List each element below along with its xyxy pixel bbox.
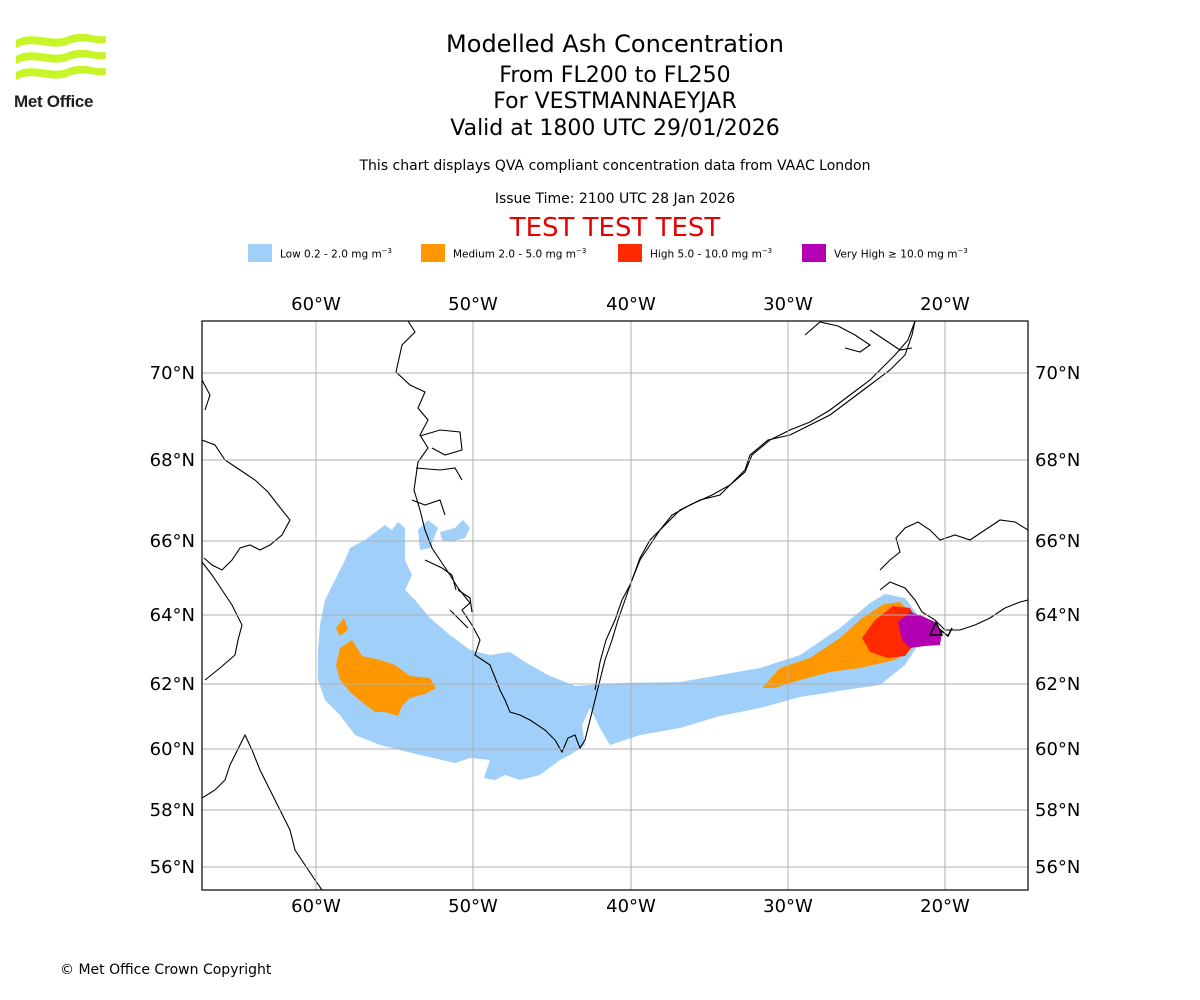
- chart-description: This chart displays QVA compliant concen…: [359, 158, 871, 174]
- lat-label-right: 66°N: [1035, 531, 1080, 552]
- issue-time: Issue Time: 2100 UTC 28 Jan 2026: [494, 191, 736, 207]
- legend-swatch: [248, 244, 272, 262]
- lat-label-right: 56°N: [1035, 857, 1080, 878]
- ash-area-low-patch: [440, 520, 470, 542]
- test-banner: TEST TEST TEST: [509, 213, 721, 243]
- legend-label: Medium 2.0 - 5.0 mg m−3: [453, 247, 587, 261]
- lat-label-left: 68°N: [150, 450, 195, 471]
- labrador-coastline: [202, 561, 323, 890]
- lat-label-left: 66°N: [150, 531, 195, 552]
- lat-label-left: 70°N: [150, 363, 195, 384]
- gridlines: [202, 321, 1028, 890]
- lon-label-bottom: 30°W: [763, 896, 813, 917]
- legend-label: Low 0.2 - 2.0 mg m−3: [280, 247, 393, 261]
- lon-label-bottom: 50°W: [448, 896, 498, 917]
- copyright-notice: © Met Office Crown Copyright: [60, 962, 272, 978]
- ash-area-medium-patch: [336, 618, 348, 636]
- logo-text: Met Office: [14, 92, 94, 111]
- legend-label: High 5.0 - 10.0 mg m−3: [650, 247, 773, 261]
- greenland-west-fjords: [411, 429, 473, 629]
- valid-time: Valid at 1800 UTC 29/01/2026: [450, 116, 780, 141]
- greenland-northeast: [804, 321, 913, 353]
- flight-level-range: From FL200 to FL250: [499, 63, 731, 88]
- legend-swatch: [618, 244, 642, 262]
- lon-label-top: 50°W: [448, 294, 498, 315]
- vestmannaeyjar-marker: [928, 620, 953, 638]
- lat-label-right: 60°N: [1035, 739, 1080, 760]
- lat-label-right: 68°N: [1035, 450, 1080, 471]
- lon-label-top: 40°W: [606, 294, 656, 315]
- legend-swatch: [421, 244, 445, 262]
- ash-area-low: [318, 522, 925, 780]
- chart-title: Modelled Ash Concentration: [446, 30, 784, 58]
- legend-swatch: [802, 244, 826, 262]
- lat-label-right: 58°N: [1035, 800, 1080, 821]
- lat-label-left: 58°N: [150, 800, 195, 821]
- baffin-island-coastline: [202, 379, 291, 571]
- lat-label-left: 56°N: [150, 857, 195, 878]
- lon-label-bottom: 60°W: [291, 896, 341, 917]
- lon-label-top: 60°W: [291, 294, 341, 315]
- lon-label-top: 20°W: [920, 294, 970, 315]
- lon-label-bottom: 40°W: [606, 896, 656, 917]
- ash-area-medium: [336, 640, 436, 716]
- ash-area-low-patch: [418, 520, 438, 550]
- volcano-name: For VESTMANNAEYJAR: [493, 89, 737, 114]
- lat-label-right: 64°N: [1035, 605, 1080, 626]
- legend-label: Very High ≥ 10.0 mg m−3: [834, 247, 968, 261]
- lat-label-left: 62°N: [150, 674, 195, 695]
- lon-label-top: 30°W: [763, 294, 813, 315]
- lat-label-right: 62°N: [1035, 674, 1080, 695]
- map-frame: [201, 320, 1029, 891]
- lat-label-right: 70°N: [1035, 363, 1080, 384]
- lat-label-left: 64°N: [150, 605, 195, 626]
- lat-label-left: 60°N: [150, 739, 195, 760]
- greenland-east-coast: [594, 321, 916, 691]
- lon-label-bottom: 20°W: [920, 896, 970, 917]
- met-office-logo: Met Office: [14, 30, 109, 115]
- ash-area-very-high: [898, 612, 942, 648]
- met-office-waves-icon: [16, 33, 106, 80]
